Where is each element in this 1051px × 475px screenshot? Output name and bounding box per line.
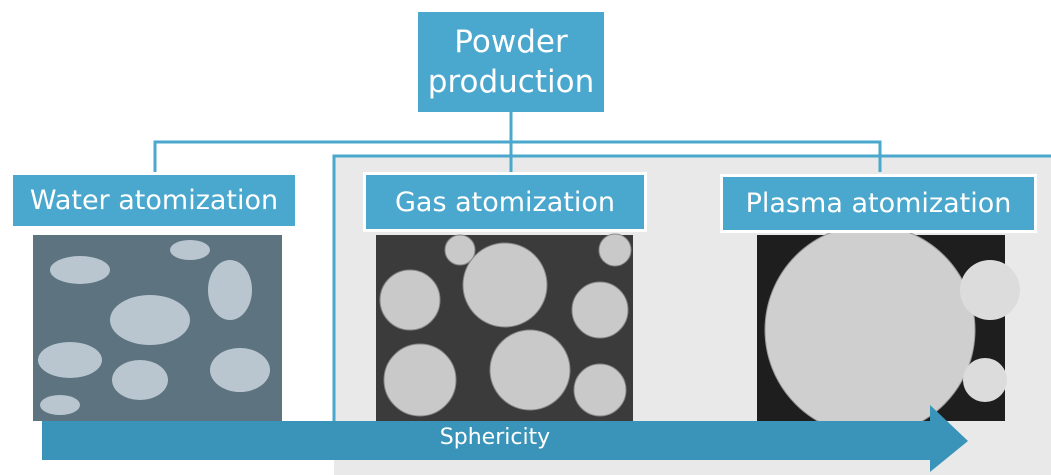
- method-node: Gas atomization: [363, 172, 647, 232]
- panel-outline: [332, 154, 1051, 440]
- sphericity-arrow: [42, 405, 968, 472]
- root-node: Powder production: [418, 12, 604, 112]
- water-image: [33, 235, 282, 421]
- connector: [153, 112, 882, 172]
- gas-image: [376, 233, 633, 421]
- plasma-image: [757, 224, 1020, 436]
- method-node: Plasma atomization: [720, 174, 1037, 233]
- arrow-label: Sphericity: [439, 425, 551, 450]
- method-node: Water atomization: [10, 172, 298, 229]
